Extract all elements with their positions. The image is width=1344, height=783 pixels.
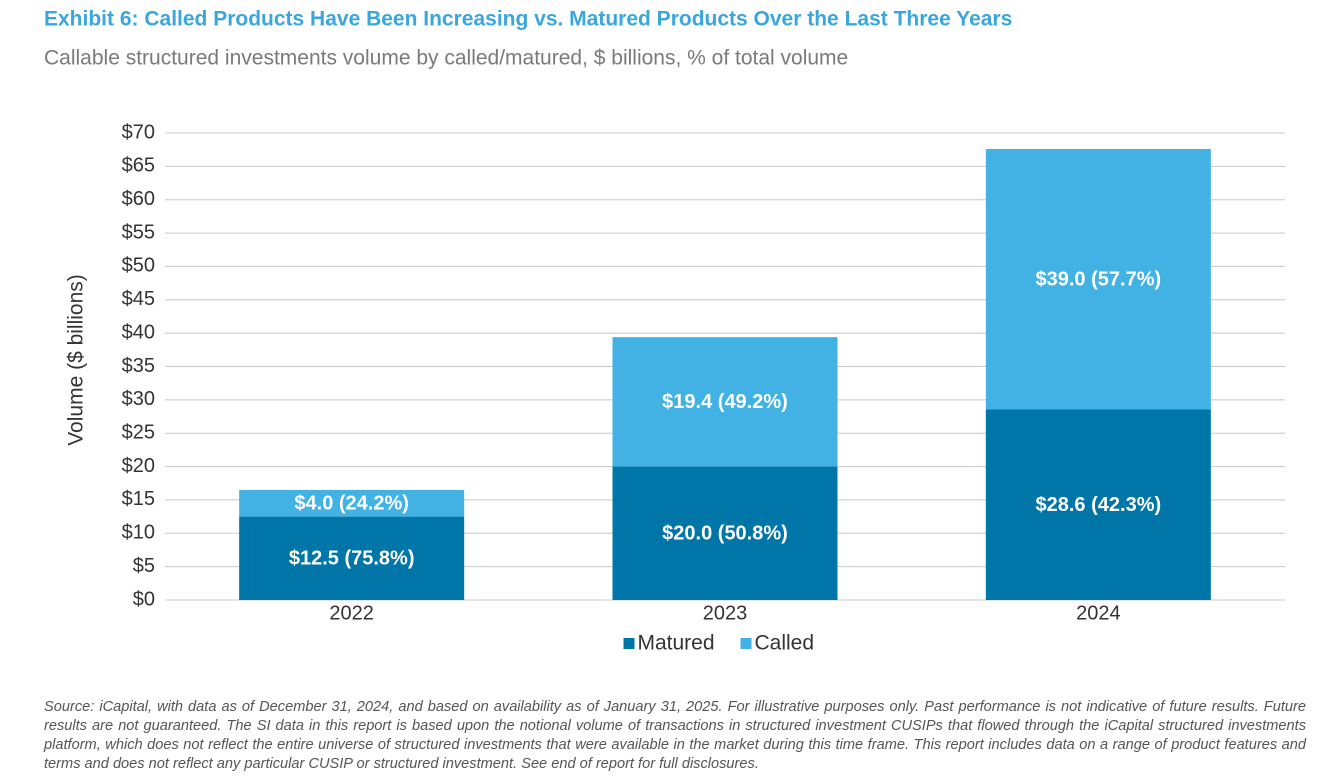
y-tick-label: $25 — [122, 421, 155, 443]
y-tick-label: $55 — [122, 221, 155, 243]
legend-swatch — [740, 638, 752, 649]
bar-segment — [239, 516, 465, 600]
y-axis-label: Volume ($ billions) — [65, 274, 88, 446]
y-tick-label: $60 — [122, 188, 155, 210]
data-label: $12.5 (75.8%) — [289, 548, 415, 570]
y-tick-label: $5 — [133, 555, 155, 577]
y-tick-label: $65 — [122, 155, 155, 177]
bar-segment — [985, 409, 1211, 600]
y-tick-label: $30 — [122, 388, 155, 410]
y-tick-label: $10 — [122, 522, 155, 544]
x-tick-label: 2022 — [329, 602, 374, 624]
source-note: Source: iCapital, with data as of Decemb… — [44, 699, 1306, 772]
y-tick-label: $0 — [133, 588, 155, 610]
y-tick-label: $50 — [122, 255, 155, 277]
y-tick-label: $45 — [122, 288, 155, 310]
legend-swatch — [623, 638, 635, 649]
data-label: $28.6 (42.3%) — [1036, 494, 1162, 516]
y-tick-label: $70 — [122, 121, 155, 143]
y-tick-label: $35 — [122, 355, 155, 377]
chart: Exhibit 6: Called Products Have Been Inc… — [44, 8, 1285, 655]
data-label: $4.0 (24.2%) — [294, 493, 409, 515]
data-label: $20.0 (50.8%) — [662, 523, 788, 545]
y-tick-label: $15 — [122, 488, 155, 510]
data-label: $19.4 (49.2%) — [662, 391, 788, 413]
bar-segment — [612, 466, 838, 600]
data-label: $39.0 (57.7%) — [1036, 268, 1162, 290]
bar-segment — [612, 337, 838, 467]
y-tick-label: $40 — [122, 321, 155, 343]
bar-segment — [239, 489, 465, 517]
chart-title: Exhibit 6: Called Products Have Been Inc… — [44, 8, 1012, 31]
bar-segment — [985, 149, 1211, 410]
x-tick-label: 2023 — [703, 602, 748, 624]
chart-subtitle: Callable structured investments volume b… — [44, 47, 848, 70]
legend-label: Called — [755, 632, 815, 655]
legend-label: Matured — [638, 632, 715, 655]
y-tick-label: $20 — [122, 455, 155, 477]
x-tick-label: 2024 — [1076, 602, 1121, 624]
